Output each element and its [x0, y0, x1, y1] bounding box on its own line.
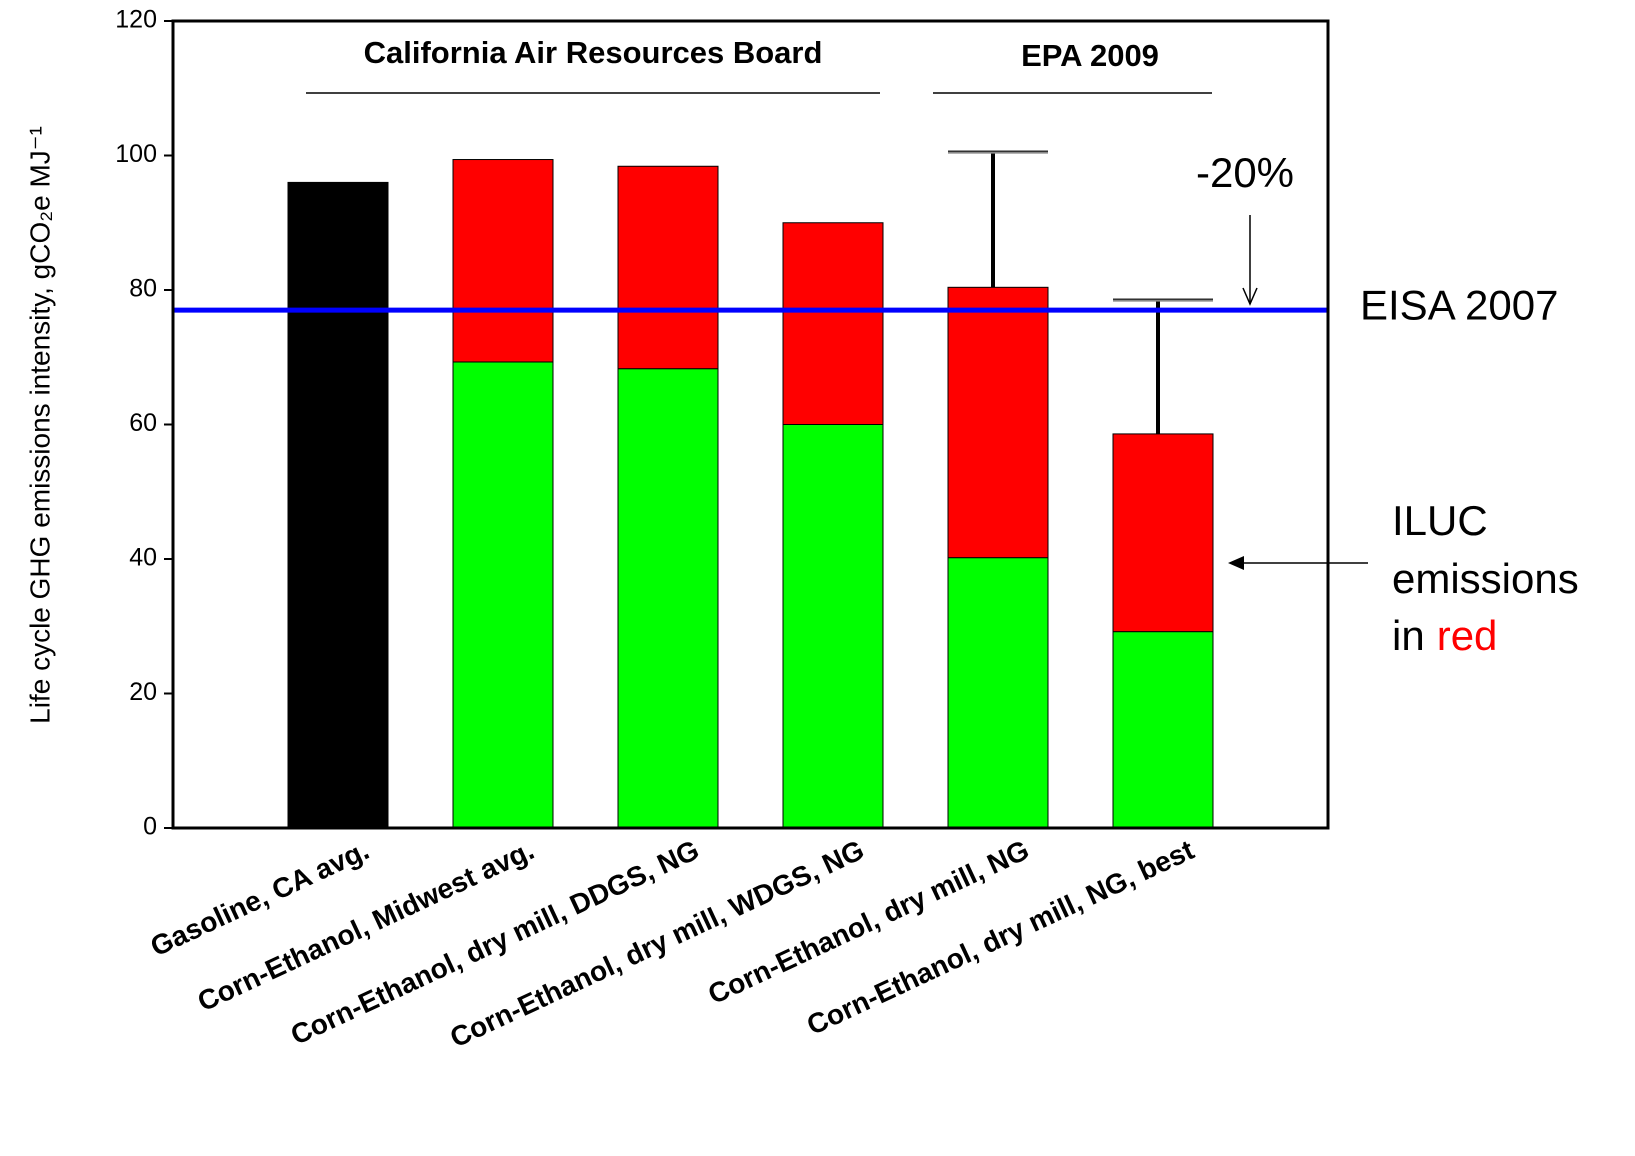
- iluc-text: in: [1392, 612, 1425, 659]
- bar-segment: [617, 165, 719, 370]
- y-tick-label: 120: [115, 6, 157, 34]
- plot-frame: [171, 19, 1330, 830]
- y-axis-label: Life cycle GHG emissions intensity, gCO₂…: [24, 126, 55, 724]
- group-label: California Air Resources Board: [364, 35, 823, 70]
- iluc-annotation: emissions: [1392, 555, 1579, 602]
- annotation-arrowhead: [1228, 556, 1244, 570]
- bar-segment: [782, 222, 884, 425]
- y-tick-label: 0: [143, 813, 157, 841]
- group-label: EPA 2009: [1021, 38, 1159, 73]
- y-tick-label: 100: [115, 140, 157, 168]
- iluc-highlight: red: [1437, 612, 1498, 659]
- y-tick-label: 40: [129, 544, 157, 572]
- bar-segment: [452, 361, 554, 829]
- iluc-annotation: in red: [1392, 612, 1497, 659]
- annotation-arrowhead: [1242, 287, 1258, 306]
- reference-label: EISA 2007: [1360, 281, 1559, 328]
- bar-segment: [947, 557, 1049, 829]
- bar-segment: [782, 424, 884, 829]
- iluc-annotation: ILUC: [1392, 497, 1488, 544]
- bar-segment: [1112, 433, 1214, 633]
- bar-segment: [452, 159, 554, 363]
- bar-segment: [617, 368, 719, 829]
- reduction-annotation: -20%: [1196, 149, 1294, 196]
- y-tick-label: 60: [129, 409, 157, 437]
- bar-segment: [947, 286, 1049, 559]
- bar-segment: [1112, 631, 1214, 829]
- y-tick-label: 80: [129, 275, 157, 303]
- y-tick-label: 20: [129, 678, 157, 706]
- bar-segment: [287, 181, 389, 829]
